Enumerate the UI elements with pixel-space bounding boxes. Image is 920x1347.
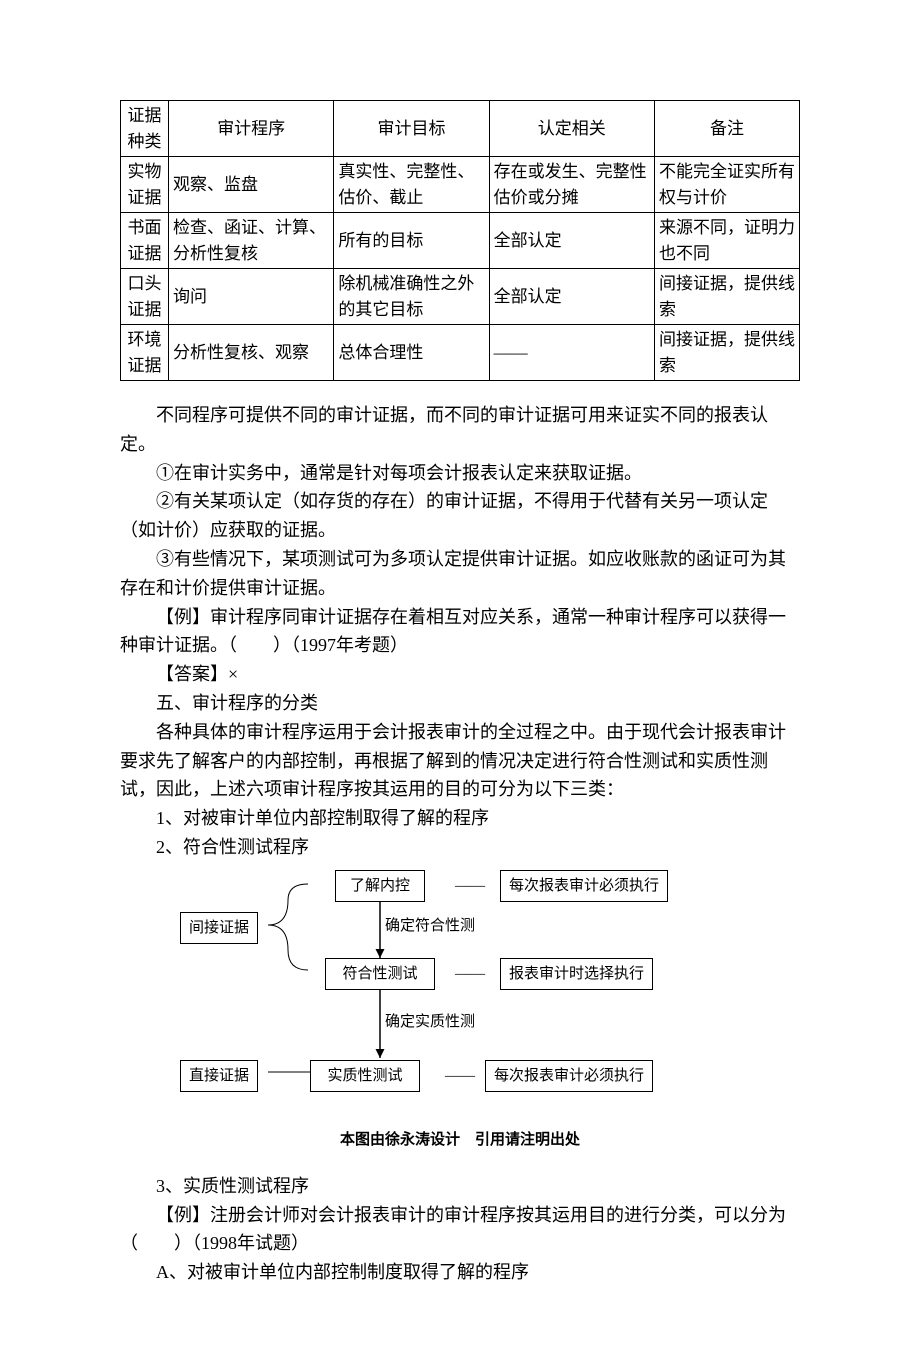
node-select-execute: 报表审计时选择执行	[500, 958, 653, 990]
table-cell: 间接证据，提供线索	[654, 325, 799, 381]
list-item: 2、符合性测试程序	[120, 833, 800, 862]
node-direct-evidence: 直接证据	[180, 1060, 258, 1092]
table-cell: 书面证据	[121, 213, 169, 269]
diagram-caption: 本图由徐永涛设计 引用请注明出处	[120, 1128, 800, 1152]
table-cell: 口头证据	[121, 269, 169, 325]
col-header: 备注	[654, 101, 799, 157]
section-heading: 五、审计程序的分类	[120, 689, 800, 718]
list-item: 1、对被审计单位内部控制取得了解的程序	[120, 804, 800, 833]
node-understand: 了解内控	[335, 870, 425, 902]
col-header: 认定相关	[489, 101, 654, 157]
table-cell: 除机械准确性之外的其它目标	[334, 269, 489, 325]
dash-connector: ——	[455, 962, 485, 986]
evidence-table: 证据种类 审计程序 审计目标 认定相关 备注 实物证据 观察、监盘 真实性、完整…	[120, 100, 800, 381]
table-cell: 不能完全证实所有权与计价	[654, 157, 799, 213]
example-text: 【例】审计程序同审计证据存在着相互对应关系，通常一种审计程序可以获得一种审计证据…	[120, 603, 800, 661]
table-cell: 总体合理性	[334, 325, 489, 381]
node-must-execute-1: 每次报表审计必须执行	[500, 870, 668, 902]
edge-label-substantive: 确定实质性测	[385, 1010, 475, 1034]
table-cell: 存在或发生、完整性估价或分摊	[489, 157, 654, 213]
col-header: 审计程序	[169, 101, 334, 157]
table-row: 书面证据 检查、函证、计算、分析性复核 所有的目标 全部认定 来源不同，证明力也…	[121, 213, 800, 269]
table-cell: 询问	[169, 269, 334, 325]
example-text: 【例】注册会计师对会计报表审计的审计程序按其运用目的进行分类，可以分为（ ）（1…	[120, 1201, 800, 1259]
table-cell: 环境证据	[121, 325, 169, 381]
table-cell: ——	[489, 325, 654, 381]
edge-label-compliance: 确定符合性测	[385, 914, 475, 938]
node-substantive: 实质性测试	[310, 1060, 420, 1092]
body-text: ③有些情况下，某项测试可为多项认定提供审计证据。如应收账款的函证可为其存在和计价…	[120, 545, 800, 603]
table-cell: 全部认定	[489, 269, 654, 325]
table-cell: 实物证据	[121, 157, 169, 213]
table-row: 实物证据 观察、监盘 真实性、完整性、估价、截止 存在或发生、完整性估价或分摊 …	[121, 157, 800, 213]
table-row: 环境证据 分析性复核、观察 总体合理性 —— 间接证据，提供线索	[121, 325, 800, 381]
body-text: 不同程序可提供不同的审计证据，而不同的审计证据可用来证实不同的报表认定。	[120, 401, 800, 459]
audit-procedure-diagram: 间接证据 直接证据 了解内控 符合性测试 实质性测试 —— —— —— 每次报表…	[180, 870, 740, 1120]
body-text: ①在审计实务中，通常是针对每项会计报表认定来获取证据。	[120, 459, 800, 488]
list-item: 3、实质性测试程序	[120, 1172, 800, 1201]
node-indirect-evidence: 间接证据	[180, 912, 258, 944]
table-cell: 所有的目标	[334, 213, 489, 269]
answer-text: 【答案】×	[120, 660, 800, 689]
option-text: A、对被审计单位内部控制制度取得了解的程序	[120, 1258, 800, 1287]
col-header: 证据种类	[121, 101, 169, 157]
table-row: 口头证据 询问 除机械准确性之外的其它目标 全部认定 间接证据，提供线索	[121, 269, 800, 325]
node-must-execute-2: 每次报表审计必须执行	[485, 1060, 653, 1092]
table-cell: 观察、监盘	[169, 157, 334, 213]
table-cell: 全部认定	[489, 213, 654, 269]
table-cell: 分析性复核、观察	[169, 325, 334, 381]
table-cell: 来源不同，证明力也不同	[654, 213, 799, 269]
table-cell: 间接证据，提供线索	[654, 269, 799, 325]
body-text: 各种具体的审计程序运用于会计报表审计的全过程之中。由于现代会计报表审计要求先了解…	[120, 718, 800, 804]
table-cell: 检查、函证、计算、分析性复核	[169, 213, 334, 269]
col-header: 审计目标	[334, 101, 489, 157]
node-compliance: 符合性测试	[325, 958, 435, 990]
table-cell: 真实性、完整性、估价、截止	[334, 157, 489, 213]
dash-connector: ——	[455, 874, 485, 898]
body-text: ②有关某项认定（如存货的存在）的审计证据，不得用于代替有关另一项认定（如计价）应…	[120, 487, 800, 545]
dash-connector: ——	[445, 1064, 475, 1088]
table-header-row: 证据种类 审计程序 审计目标 认定相关 备注	[121, 101, 800, 157]
